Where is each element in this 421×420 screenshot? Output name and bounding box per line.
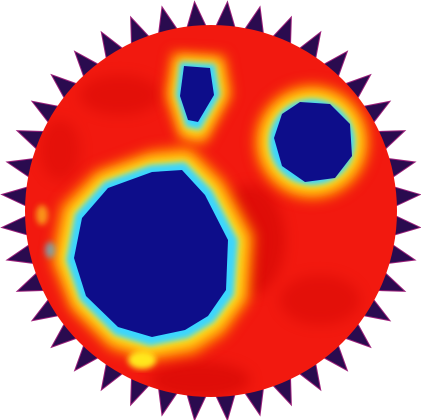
- upper-right-blue-region: [254, 84, 370, 200]
- top-blue-region: [165, 52, 232, 145]
- large-blue-region: [50, 145, 255, 362]
- left-edge-accents: [36, 205, 55, 258]
- lower-bright-spot: [128, 351, 156, 369]
